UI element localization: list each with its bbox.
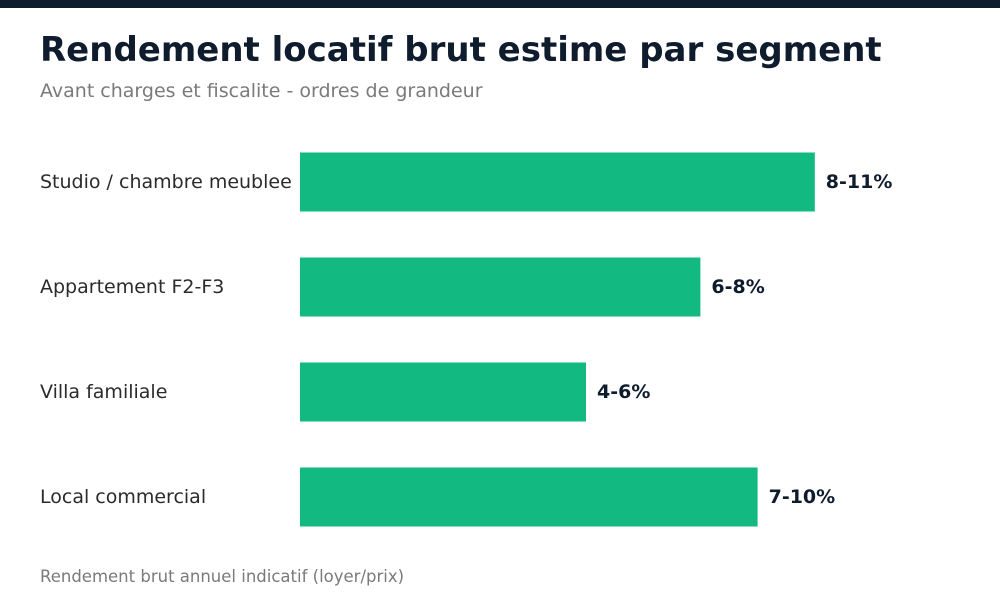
category-label: Appartement F2-F3 (40, 276, 224, 298)
value-label: 4-6% (597, 381, 650, 403)
bar (300, 257, 701, 317)
chart-title: Rendement locatif brut estime par segmen… (40, 30, 882, 70)
value-label: 8-11% (826, 171, 893, 193)
value-label: 6-8% (711, 276, 764, 298)
bar (300, 362, 586, 422)
category-label: Villa familiale (40, 381, 167, 403)
category-label: Studio / chambre meublee (40, 171, 292, 193)
chart-subtitle: Avant charges et fiscalite - ordres de g… (40, 80, 483, 102)
chart-footnote: Rendement brut annuel indicatif (loyer/p… (40, 567, 405, 586)
top-accent-bar (0, 0, 1000, 8)
value-label: 7-10% (769, 486, 836, 508)
category-label: Local commercial (40, 486, 206, 508)
bar (300, 152, 815, 212)
bar (300, 467, 758, 527)
